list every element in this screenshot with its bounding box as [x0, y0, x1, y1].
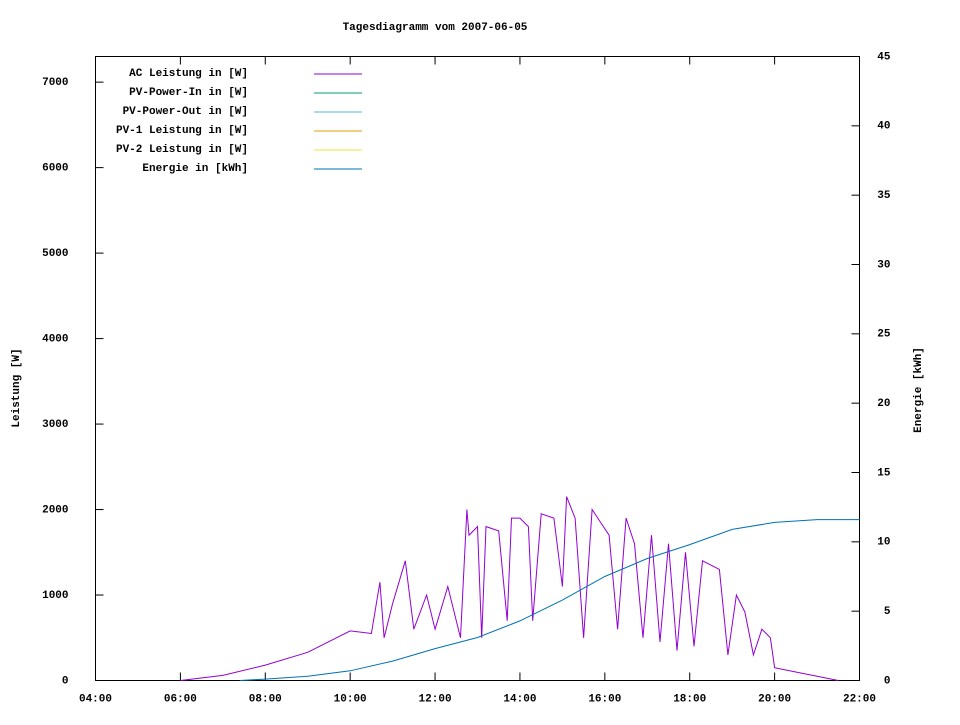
x-tick-label: 18:00	[673, 693, 706, 705]
x-tick-label: 06:00	[164, 693, 197, 705]
y-tick-label: 1000	[42, 590, 68, 602]
y2-tick-label: 35	[877, 190, 891, 202]
y2-tick-label: 25	[877, 329, 891, 341]
y2-tick-label: 15	[877, 467, 891, 479]
x-tick-label: 16:00	[588, 693, 621, 705]
y-tick-label: 7000	[42, 77, 68, 89]
y-tick-label: 2000	[42, 504, 68, 516]
legend-label: PV-Power-Out in [W]	[123, 106, 248, 118]
x-tick-label: 12:00	[419, 693, 452, 705]
plot-frame	[95, 56, 860, 681]
y2-tick-label: 45	[877, 51, 891, 63]
x-tick-label: 22:00	[843, 693, 876, 705]
x-tick-label: 20:00	[758, 693, 791, 705]
y-tick-label: 0	[62, 675, 69, 687]
y-tick-label: 4000	[42, 333, 68, 345]
legend-label: Energie in [kWh]	[142, 163, 248, 175]
x-tick-label: 08:00	[249, 693, 282, 705]
legend-label: PV-Power-In in [W]	[129, 87, 248, 99]
x-tick-label: 14:00	[503, 693, 536, 705]
legend-label: PV-1 Leistung in [W]	[116, 125, 248, 137]
y-tick-label: 6000	[42, 163, 68, 175]
y-axis-label: Leistung [W]	[11, 348, 23, 427]
y2-tick-label: 20	[877, 398, 890, 410]
legend-label: AC Leistung in [W]	[129, 68, 248, 80]
y-tick-label: 3000	[42, 419, 68, 431]
series-line	[180, 496, 839, 681]
y2-tick-label: 10	[877, 537, 890, 549]
chart-title: Tagesdiagramm vom 2007-06-05	[343, 22, 528, 34]
y2-tick-label: 30	[877, 259, 890, 271]
y2-tick-label: 0	[884, 675, 891, 687]
series-line	[239, 519, 860, 681]
x-tick-label: 10:00	[334, 693, 367, 705]
legend-label: PV-2 Leistung in [W]	[116, 144, 248, 156]
x-tick-label: 04:00	[79, 693, 112, 705]
y-tick-label: 5000	[42, 248, 68, 260]
y2-axis-label: Energie [kWh]	[913, 347, 925, 433]
y2-tick-label: 40	[877, 121, 890, 133]
y2-tick-label: 5	[884, 606, 891, 618]
